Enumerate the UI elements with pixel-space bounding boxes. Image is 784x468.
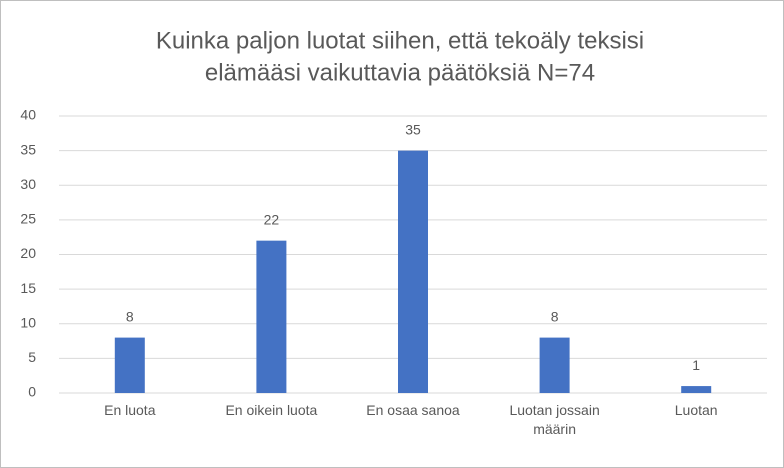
y-tick-label: 0 bbox=[28, 384, 36, 400]
y-tick-label: 30 bbox=[20, 176, 36, 192]
y-tick-label: 25 bbox=[20, 211, 36, 227]
bar bbox=[539, 337, 570, 393]
bar bbox=[256, 240, 287, 393]
x-tick-label-box: En luota bbox=[104, 402, 156, 418]
x-tick-label: Luotan jossain määrin bbox=[509, 402, 600, 437]
x-tick-label: Luotan bbox=[674, 402, 718, 418]
bar bbox=[114, 337, 145, 393]
chart-title: elämääsi vaikuttavia päätöksiä N=74 bbox=[205, 59, 595, 86]
y-tick-label: 10 bbox=[20, 314, 36, 330]
data-label: 8 bbox=[126, 308, 134, 324]
x-tick-label: En osaa sanoa bbox=[366, 402, 460, 418]
x-tick-label-box: En osaa sanoa bbox=[366, 402, 460, 418]
bar bbox=[681, 386, 712, 393]
data-label: 8 bbox=[551, 308, 559, 324]
x-tick-label-box: Luotan bbox=[674, 402, 718, 418]
x-tick-label-box: En oikein luota bbox=[225, 402, 318, 418]
data-label: 22 bbox=[264, 211, 280, 227]
y-tick-label: 15 bbox=[20, 280, 36, 296]
y-tick-label: 20 bbox=[20, 245, 36, 261]
x-tick-label: En luota bbox=[104, 402, 156, 418]
x-tick-label-box: Luotan jossain määrin bbox=[509, 402, 600, 437]
data-label: 35 bbox=[405, 121, 421, 137]
y-tick-label: 35 bbox=[20, 141, 36, 157]
y-tick-label: 5 bbox=[28, 349, 36, 365]
chart-title: Kuinka paljon luotat siihen, että tekoäl… bbox=[156, 27, 644, 54]
data-label: 1 bbox=[692, 357, 700, 373]
y-tick-label: 40 bbox=[20, 107, 36, 123]
bar bbox=[398, 150, 428, 393]
x-tick-label: En oikein luota bbox=[225, 402, 318, 418]
